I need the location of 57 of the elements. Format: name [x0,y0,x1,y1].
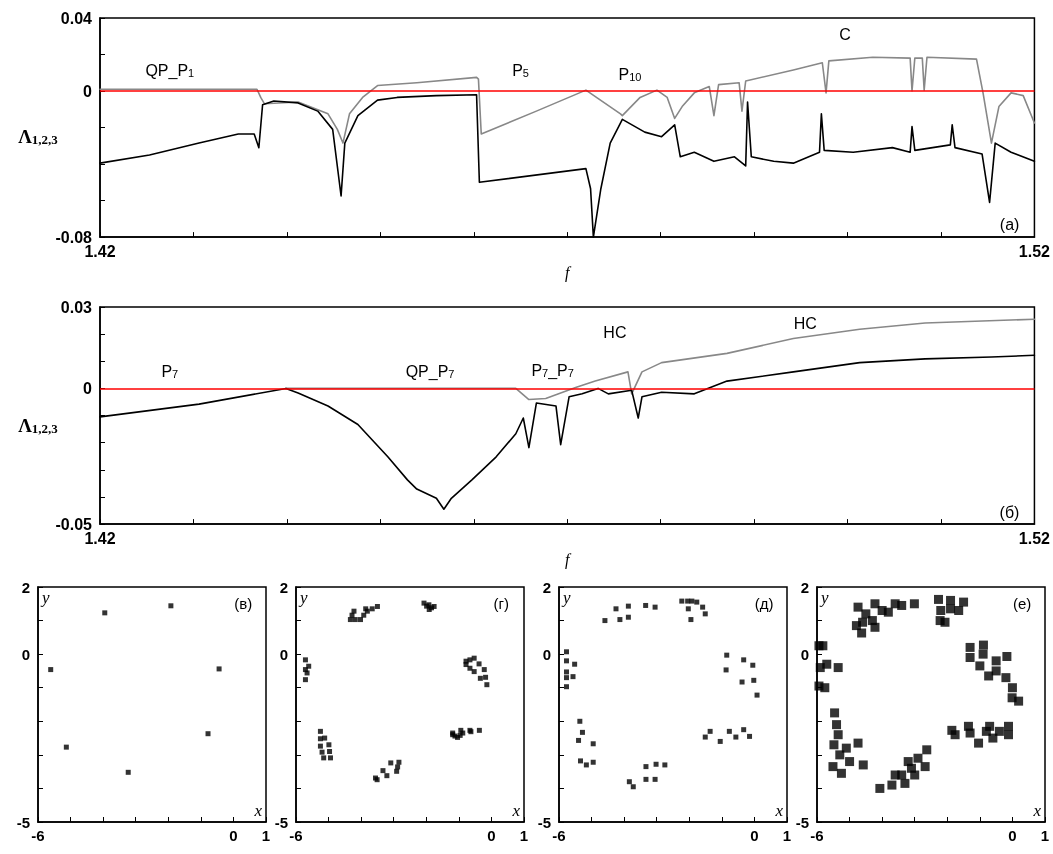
x-tick-label: 1.52 [1018,529,1051,547]
annotation: (б) [999,503,1020,521]
y-axis-title: y [40,588,50,607]
annotation: HC [603,324,627,342]
annotation: (г) [493,594,509,612]
y-tick-label: -5 [795,813,809,831]
x-axis-title: x [774,801,784,820]
y-tick-label: 0 [279,645,288,663]
y-tick-label: 0 [83,379,93,397]
x-tick-label: -6 [552,827,566,844]
y-tick-label: 0 [542,645,551,663]
y-tick-label: 0.04 [60,9,93,27]
annotation: QP_P1 [145,61,195,80]
y-tick-label: 2 [542,578,551,596]
x-tick-label: 1.52 [1018,242,1051,260]
x-tick-label: -6 [31,827,45,844]
x-tick-label: 0 [750,827,759,844]
y-tick-label: 0 [21,645,30,663]
annotation: P7 [161,363,179,381]
annotation: HC [793,315,817,333]
x-tick-label: 1 [1040,827,1050,844]
y-axis-title: y [298,588,308,607]
annotation: QP_P7 [405,363,455,382]
y-tick-label: -5 [16,813,30,831]
annotation: P10 [618,66,642,84]
annotation: C [839,26,851,44]
y-axis-title: y [561,588,571,607]
y-tick-label: 0 [800,645,809,663]
x-axis-title: x [1032,801,1042,820]
y-axis-title: Λ1,2,3 [18,414,59,436]
y-tick-label: 0 [83,82,93,100]
annotation: P7_P7 [531,362,574,381]
x-tick-label: 1 [782,827,792,844]
y-tick-label: 2 [279,578,288,596]
x-tick-label: 0 [1008,827,1017,844]
y-tick-label: -5 [537,813,551,831]
x-tick-label: 0 [229,827,238,844]
y-tick-label: 2 [800,578,809,596]
annotation: (а) [999,215,1020,233]
annotation: (д) [754,594,774,612]
x-axis-title: f [564,550,572,569]
x-axis-title: x [511,801,521,820]
x-tick-label: 0 [487,827,496,844]
y-axis-title: y [819,588,829,607]
y-tick-label: 0.03 [60,298,93,316]
y-axis-title: Λ1,2,3 [18,126,59,147]
x-tick-label: -6 [810,827,824,844]
x-tick-label: 1 [261,827,271,844]
annotation: P5 [512,61,529,79]
annotation: (е) [1013,594,1032,612]
x-tick-label: 1 [519,827,529,844]
y-tick-label: 2 [21,578,30,596]
x-axis-title: f [564,263,572,282]
x-tick-label: -6 [289,827,303,844]
x-axis-title: x [253,801,263,820]
y-tick-label: -5 [274,813,288,831]
annotation: (в) [234,594,253,612]
